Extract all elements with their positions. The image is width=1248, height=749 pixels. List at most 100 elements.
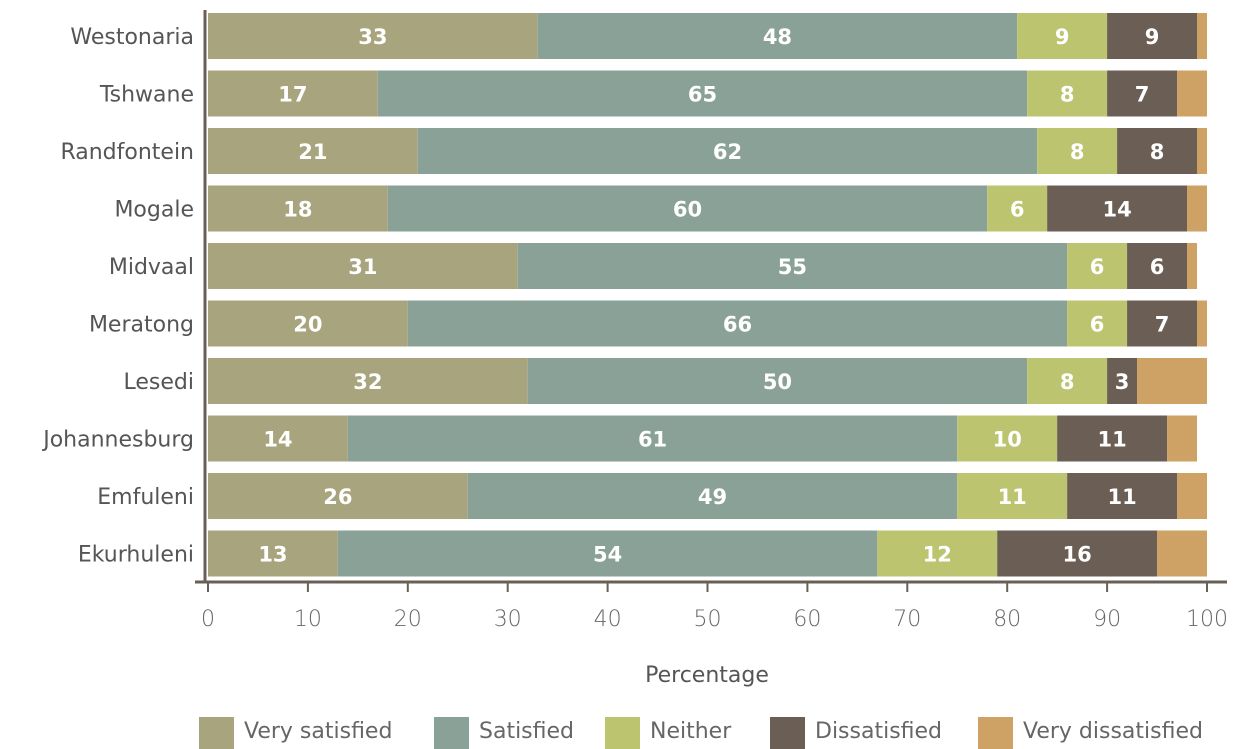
bar-value-label: 11 xyxy=(998,485,1027,509)
x-tick-label: 40 xyxy=(594,607,622,632)
x-tick-label: 50 xyxy=(694,607,722,632)
x-tick-label: 70 xyxy=(893,607,921,632)
legend-label: Very dissatisfied xyxy=(1023,719,1203,744)
bar-value-label: 14 xyxy=(263,428,292,452)
bar-value-label: 7 xyxy=(1155,313,1170,337)
bar-value-label: 55 xyxy=(778,255,807,279)
bar-segment xyxy=(208,128,418,174)
bar-segment xyxy=(987,185,1048,232)
bar-segment xyxy=(1067,473,1178,519)
bar-segment xyxy=(537,13,1018,59)
bar-value-label: 14 xyxy=(1102,198,1131,222)
category-label: Lesedi xyxy=(124,370,194,395)
legend-swatch xyxy=(199,717,234,749)
bar-value-label: 7 xyxy=(1135,83,1150,107)
legend-swatch xyxy=(770,717,805,749)
legend-swatch xyxy=(434,717,469,749)
bar-value-label: 6 xyxy=(1090,255,1105,279)
bar-value-label: 33 xyxy=(358,25,387,49)
bar-segment xyxy=(417,128,1038,174)
category-label: Midvaal xyxy=(109,255,194,280)
bar-segment xyxy=(957,473,1068,519)
bar-value-label: 32 xyxy=(353,370,382,394)
bar-value-label: 21 xyxy=(298,140,327,164)
bar-value-label: 11 xyxy=(1097,428,1126,452)
bar-segment xyxy=(1187,185,1207,232)
bar-value-label: 26 xyxy=(323,485,352,509)
x-tick-label: 10 xyxy=(294,607,322,632)
bar-segment xyxy=(1037,128,1118,174)
x-tick-label: 60 xyxy=(793,607,821,632)
legend-swatch xyxy=(605,717,640,749)
bar-value-label: 66 xyxy=(723,313,752,337)
x-tick-label: 100 xyxy=(1186,607,1228,632)
bar-value-label: 48 xyxy=(763,25,792,49)
bar-segment xyxy=(517,243,1068,289)
bar-segment xyxy=(1127,300,1198,347)
bar-segment xyxy=(407,300,1068,347)
x-tick-label: 80 xyxy=(993,607,1021,632)
bar-segment xyxy=(1197,300,1207,347)
legend-label: Very satisfied xyxy=(244,719,392,744)
bar-value-label: 13 xyxy=(258,543,287,567)
bar-segment xyxy=(1157,530,1207,577)
bar-segment xyxy=(467,473,958,519)
category-label: Tshwane xyxy=(99,83,194,108)
bar-value-label: 3 xyxy=(1115,370,1130,394)
legend-label: Satisfied xyxy=(479,719,574,744)
bar-segment xyxy=(208,358,528,404)
axes xyxy=(195,10,1227,584)
bar-segment xyxy=(1107,70,1178,117)
bar-segment xyxy=(1107,358,1138,404)
bar-value-label: 12 xyxy=(923,543,952,567)
bar-segment xyxy=(208,13,538,59)
x-tick-label: 0 xyxy=(201,607,215,632)
bar-segment xyxy=(208,415,348,462)
bar-segment xyxy=(1197,128,1207,174)
bar-segment xyxy=(1137,358,1207,404)
bar-value-label: 8 xyxy=(1060,83,1075,107)
bar-segment xyxy=(208,185,388,232)
bar-segment xyxy=(1017,13,1108,59)
bar-segment xyxy=(1047,185,1188,232)
bar-value-label: 60 xyxy=(673,198,702,222)
bar-segment xyxy=(997,530,1158,577)
bar-segment xyxy=(1117,128,1198,174)
bar-segment xyxy=(527,358,1028,404)
bar-segment xyxy=(1027,70,1108,117)
bar-segment xyxy=(1127,243,1188,289)
bar-segment xyxy=(1027,358,1108,404)
bar-value-label: 18 xyxy=(283,198,312,222)
bar-segment xyxy=(1107,13,1198,59)
bar-value-label: 20 xyxy=(293,313,322,337)
category-labels: Westonaria Tshwane Randfontein Mogale Midvaa… xyxy=(41,25,194,568)
bar-value-label: 6 xyxy=(1010,198,1025,222)
x-axis-title: Percentage xyxy=(645,663,769,688)
bar-value-label: 8 xyxy=(1060,370,1075,394)
bar-segment xyxy=(377,70,1028,117)
bar-value-label: 62 xyxy=(713,140,742,164)
bar-segment xyxy=(1067,300,1128,347)
bar-segment xyxy=(347,415,958,462)
bar-segment xyxy=(1067,243,1128,289)
category-label: Randfontein xyxy=(60,140,194,165)
bar-segment xyxy=(387,185,988,232)
bar-segment xyxy=(1197,13,1207,59)
bar-value-label: 11 xyxy=(1107,485,1136,509)
bar-segment xyxy=(1187,243,1198,289)
bar-value-label: 17 xyxy=(278,83,307,107)
bar-value-label: 65 xyxy=(688,83,717,107)
x-tick-label: 90 xyxy=(1093,607,1121,632)
bar-value-label: 61 xyxy=(638,428,667,452)
bar-value-label: 54 xyxy=(593,543,622,567)
legend-label: Dissatisfied xyxy=(815,719,942,744)
bar-segment xyxy=(208,473,468,519)
bar-value-label: 8 xyxy=(1150,140,1165,164)
bar-value-label: 6 xyxy=(1150,255,1165,279)
bar-segment xyxy=(1177,70,1207,117)
bar-segment xyxy=(208,70,378,117)
bar-segment xyxy=(1177,473,1207,519)
bar-segment xyxy=(1167,415,1198,462)
